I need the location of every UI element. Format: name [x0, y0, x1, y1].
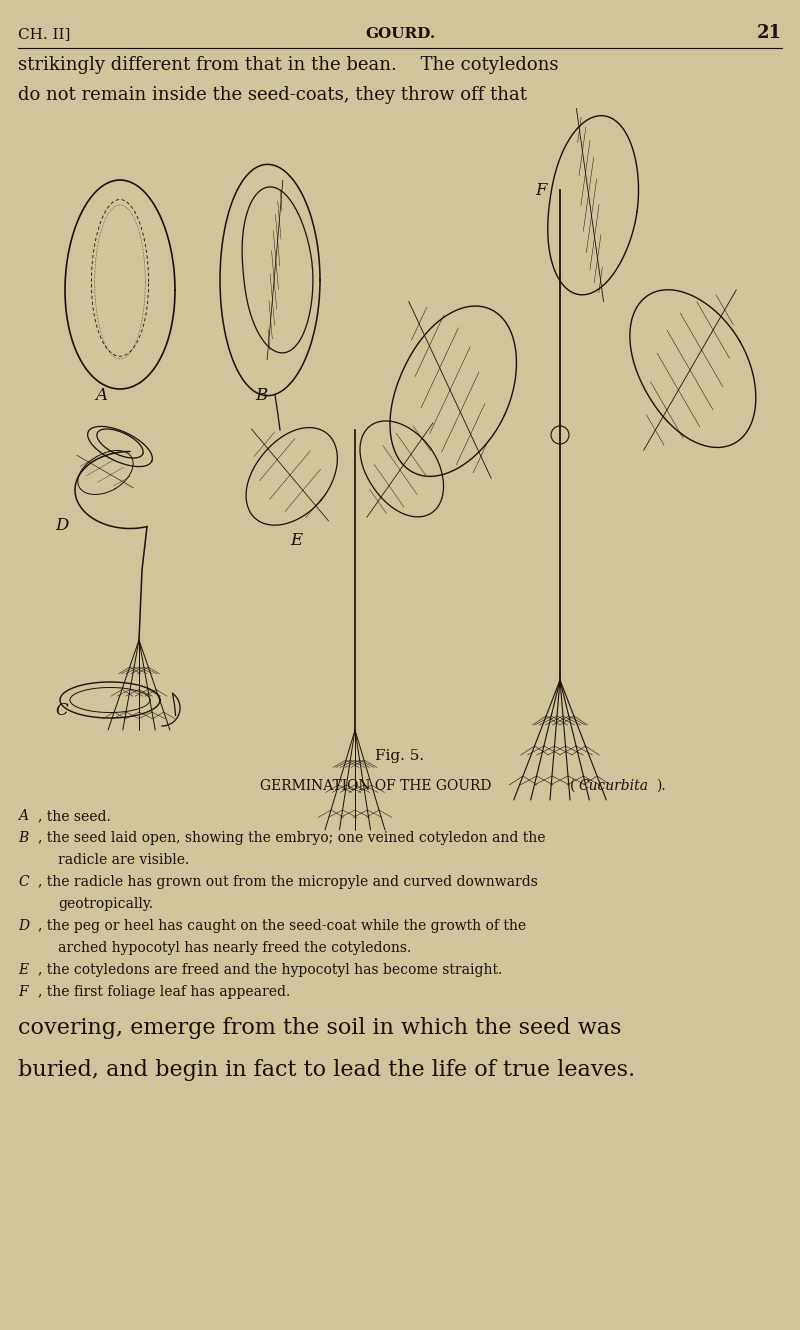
Text: B: B: [18, 831, 28, 845]
Text: , the seed laid open, showing the embryo; one veined cotyledon and the: , the seed laid open, showing the embryo…: [38, 831, 546, 845]
Text: , the radicle has grown out from the micropyle and curved downwards: , the radicle has grown out from the mic…: [38, 875, 538, 888]
Text: B: B: [255, 387, 267, 404]
Text: C: C: [18, 875, 29, 888]
Text: , the cotyledons are freed and the hypocotyl has become straight.: , the cotyledons are freed and the hypoc…: [38, 963, 502, 978]
Text: strikingly different from that in the bean.  The cotyledons: strikingly different from that in the be…: [18, 56, 558, 74]
Text: E: E: [18, 963, 28, 978]
Text: F: F: [18, 986, 28, 999]
Text: , the first foliage leaf has appeared.: , the first foliage leaf has appeared.: [38, 986, 290, 999]
Text: 21: 21: [757, 24, 782, 43]
Text: C: C: [55, 702, 68, 720]
Text: A: A: [95, 387, 107, 404]
Text: buried, and begin in fact to lead the life of true leaves.: buried, and begin in fact to lead the li…: [18, 1059, 635, 1081]
Text: arched hypocotyl has nearly freed the cotyledons.: arched hypocotyl has nearly freed the co…: [58, 942, 411, 955]
Text: E: E: [290, 532, 302, 549]
Text: , the seed.: , the seed.: [38, 809, 110, 823]
Text: Fig. 5.: Fig. 5.: [375, 749, 425, 763]
Text: radicle are visible.: radicle are visible.: [58, 853, 190, 867]
Text: do not remain inside the seed-coats, they throw off that: do not remain inside the seed-coats, the…: [18, 86, 527, 104]
Text: GERMINATION OF THE GOURD: GERMINATION OF THE GOURD: [260, 779, 491, 793]
Text: CH. II]: CH. II]: [18, 27, 70, 41]
Text: covering, emerge from the soil in which the seed was: covering, emerge from the soil in which …: [18, 1017, 622, 1039]
Text: D: D: [55, 517, 68, 535]
Text: Cucurbita: Cucurbita: [578, 779, 648, 793]
Text: D: D: [18, 919, 29, 934]
Text: geotropically.: geotropically.: [58, 896, 153, 911]
Ellipse shape: [551, 426, 569, 444]
Text: , the peg or heel has caught on the seed-coat while the growth of the: , the peg or heel has caught on the seed…: [38, 919, 526, 934]
Text: F: F: [535, 182, 546, 200]
Text: ).: ).: [656, 779, 666, 793]
Text: (: (: [570, 779, 575, 793]
Text: A: A: [18, 809, 28, 823]
Text: GOURD.: GOURD.: [365, 27, 435, 41]
